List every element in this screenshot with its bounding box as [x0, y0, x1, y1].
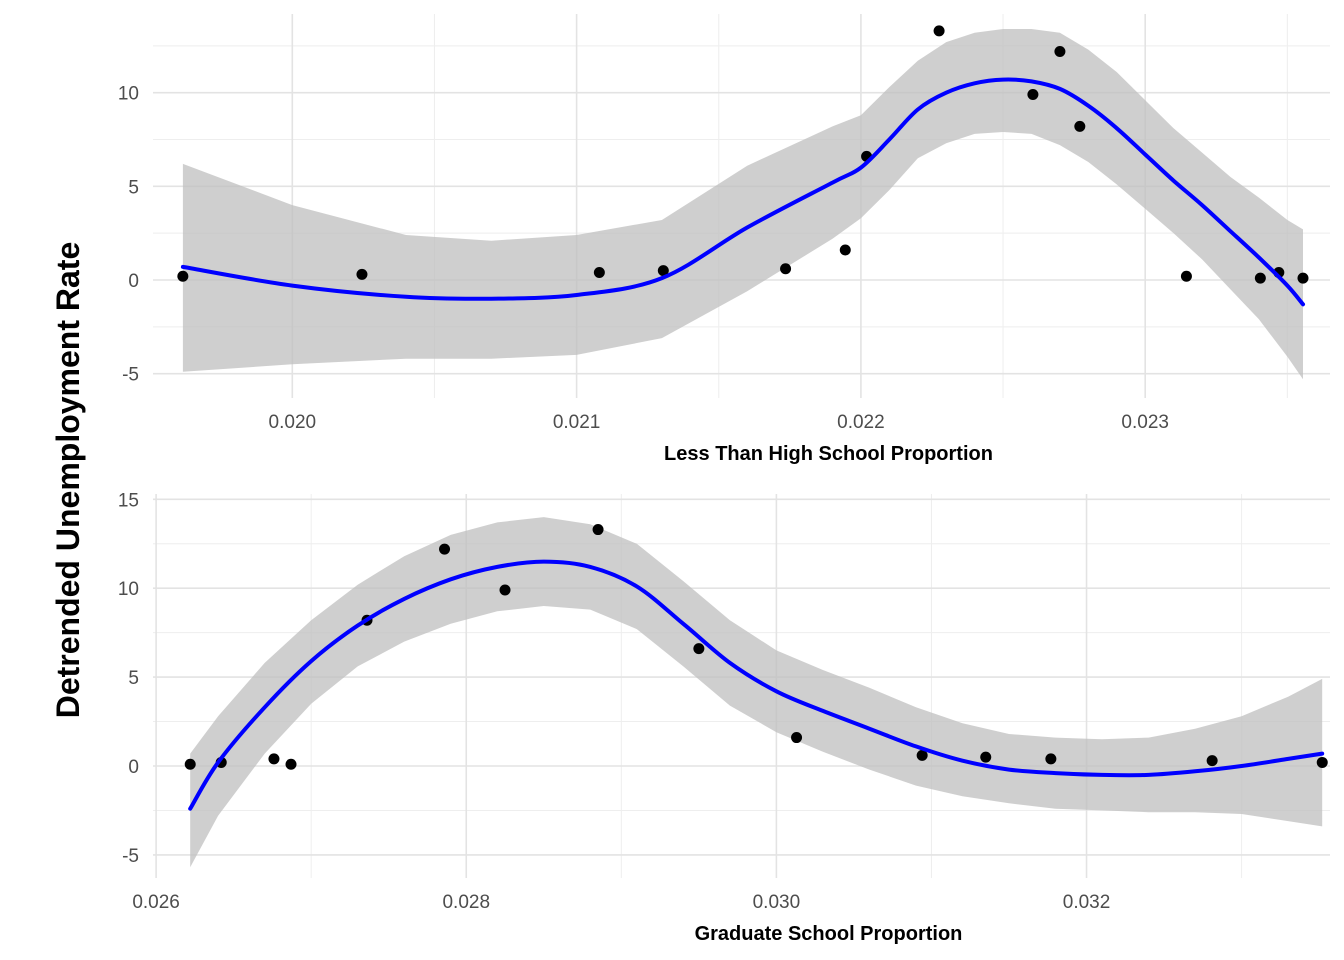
- data-point: [356, 268, 368, 280]
- x-tick-label: 0.020: [269, 412, 317, 433]
- confidence-band: [190, 517, 1323, 868]
- data-point: [1045, 753, 1057, 765]
- y-tick-label: -5: [122, 365, 139, 386]
- data-point: [780, 263, 792, 275]
- y-tick-label: -5: [122, 846, 139, 867]
- data-point: [693, 643, 705, 655]
- y-tick-label: 0: [128, 271, 139, 292]
- data-point: [980, 751, 992, 763]
- y-tick-label: 5: [128, 668, 139, 689]
- data-point: [184, 758, 196, 770]
- x-axis-title: Graduate School Proportion: [695, 923, 963, 945]
- data-point: [1206, 755, 1218, 767]
- x-tick-label: 0.021: [553, 412, 601, 433]
- x-tick-label: 0.030: [753, 892, 801, 913]
- y-tick-label: 15: [118, 490, 139, 511]
- x-tick-label: 0.028: [442, 892, 490, 913]
- x-tick-label: 0.022: [837, 412, 885, 433]
- panel-graduate-school: 0.026 0.028 0.030 0.032 -5 0 5 10 15 Graduate Sch…: [118, 490, 1330, 945]
- y-tick-label: 10: [118, 579, 139, 600]
- data-point: [791, 732, 803, 744]
- data-point: [1316, 756, 1328, 768]
- data-point: [1297, 272, 1309, 284]
- data-point: [268, 753, 280, 765]
- smoothing-line: [188, 559, 1325, 811]
- data-point: [177, 270, 189, 282]
- data-point: [1254, 272, 1266, 284]
- data-point: [1027, 89, 1039, 101]
- y-axis-title: Detrended Unemployment Rate: [50, 242, 86, 719]
- data-point: [285, 758, 297, 770]
- data-point: [657, 265, 669, 277]
- data-point: [933, 25, 945, 37]
- data-point: [592, 524, 604, 536]
- y-tick-label: 10: [118, 84, 139, 105]
- data-point: [593, 266, 605, 278]
- x-axis-title: Less Than High School Proportion: [664, 443, 993, 465]
- x-tick-label: 0.023: [1121, 412, 1169, 433]
- data-point: [839, 244, 851, 256]
- y-tick-label: 5: [128, 177, 139, 198]
- data-point: [499, 584, 511, 596]
- y-tick-label: 0: [128, 757, 139, 778]
- data-point: [1074, 120, 1086, 132]
- x-tick-label: 0.026: [132, 892, 180, 913]
- x-tick-label: 0.032: [1063, 892, 1111, 913]
- data-point: [439, 543, 451, 555]
- panel-less-than-high-school: 0.020 0.021 0.022 0.023 -5 0 5 10 Less Than High…: [118, 14, 1330, 465]
- data-point: [1054, 45, 1066, 57]
- smoothing-line: [180, 77, 1305, 307]
- data-point: [916, 749, 928, 761]
- confidence-band: [182, 29, 1303, 380]
- data-point: [1180, 270, 1192, 282]
